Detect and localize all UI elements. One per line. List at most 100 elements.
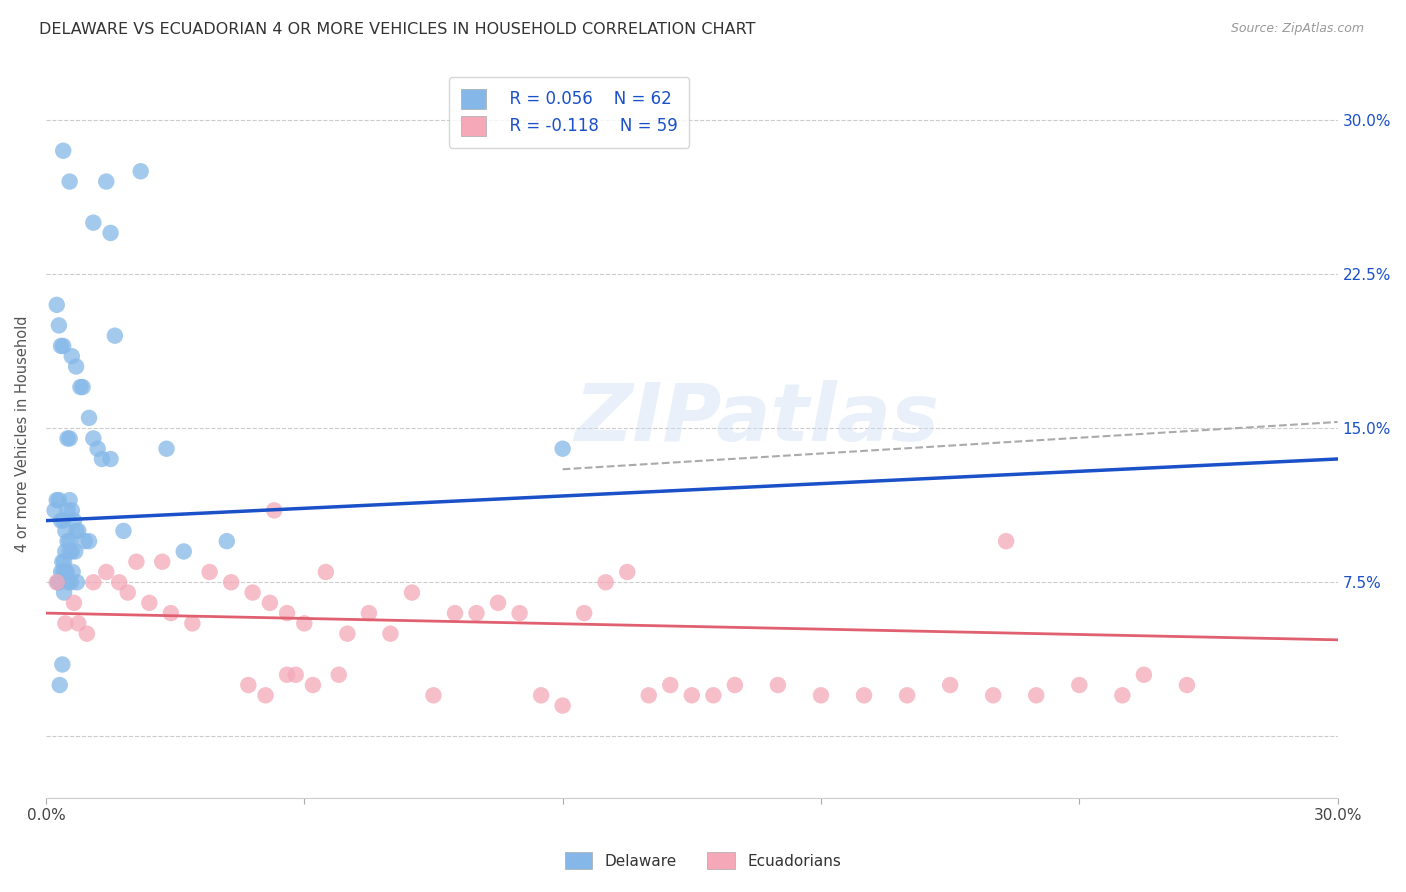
Point (96, 175, 118, 189)
Point (56, 432, 79, 446)
Point (242, 585, 264, 599)
Point (486, 596, 509, 610)
Point (276, 606, 298, 620)
Point (108, 575, 131, 590)
Point (77, 410, 100, 425)
Y-axis label: 4 or more Vehicles in Household: 4 or more Vehicles in Household (15, 315, 30, 551)
Point (59, 534, 82, 549)
Point (53, 544, 76, 558)
Point (1133, 667, 1156, 681)
Point (254, 688, 277, 702)
Point (59, 432, 82, 446)
Point (810, 688, 832, 702)
Point (65, 359, 87, 374)
Point (48, 678, 70, 692)
Point (56, 503, 79, 517)
Point (52, 339, 75, 353)
Point (336, 626, 359, 640)
Point (53, 585, 76, 599)
Point (724, 678, 747, 692)
Point (637, 688, 659, 702)
Point (53, 616, 76, 631)
Point (117, 585, 139, 599)
Point (72, 380, 94, 394)
Point (56, 534, 79, 549)
Point (49, 514, 72, 528)
Point (73, 534, 96, 549)
Point (276, 667, 298, 681)
Point (96, 565, 118, 579)
Point (63, 514, 86, 528)
Point (173, 544, 195, 558)
Point (995, 534, 1018, 549)
Point (55, 565, 77, 579)
Point (51, 657, 73, 672)
Point (150, 555, 173, 569)
Point (284, 667, 307, 681)
Point (444, 606, 467, 620)
Point (59, 493, 82, 508)
Point (551, 698, 574, 713)
Text: ZIPatlas: ZIPatlas (574, 380, 939, 458)
Point (215, 534, 238, 549)
Point (59, 575, 82, 590)
Point (82, 432, 104, 446)
Point (896, 688, 918, 702)
Point (91, 452, 114, 467)
Point (45, 493, 67, 508)
Point (63, 596, 86, 610)
Point (155, 442, 177, 456)
Point (125, 555, 148, 569)
Point (48, 318, 70, 333)
Point (1025, 688, 1047, 702)
Point (100, 226, 122, 240)
Point (401, 585, 423, 599)
Point (551, 442, 574, 456)
Point (86, 442, 108, 456)
Point (380, 626, 402, 640)
Point (77, 534, 100, 549)
Point (315, 565, 337, 579)
Point (659, 678, 682, 692)
Point (67, 524, 90, 538)
Point (219, 575, 242, 590)
Point (702, 688, 724, 702)
Point (51, 555, 73, 569)
Point (259, 596, 281, 610)
Point (422, 688, 444, 702)
Point (616, 565, 638, 579)
Point (44, 503, 66, 517)
Point (181, 616, 204, 631)
Point (238, 678, 260, 692)
Point (69, 380, 91, 394)
Point (66, 575, 89, 590)
Point (328, 667, 350, 681)
Point (1111, 688, 1133, 702)
Text: Source: ZipAtlas.com: Source: ZipAtlas.com (1230, 22, 1364, 36)
Point (60, 349, 83, 363)
Point (1069, 678, 1091, 692)
Point (939, 678, 962, 692)
Point (52, 144, 75, 158)
Point (981, 688, 1004, 702)
Point (292, 616, 315, 631)
Point (82, 575, 104, 590)
Point (530, 688, 553, 702)
Point (138, 596, 160, 610)
Point (67, 616, 90, 631)
Point (104, 328, 127, 343)
Point (58, 575, 80, 590)
Point (53, 555, 76, 569)
Point (465, 606, 488, 620)
Point (263, 503, 285, 517)
Point (53, 524, 76, 538)
Point (112, 524, 135, 538)
Point (1175, 678, 1198, 692)
Point (53, 565, 76, 579)
Point (766, 678, 789, 692)
Point (160, 606, 183, 620)
Point (595, 575, 617, 590)
Legend: Delaware, Ecuadorians: Delaware, Ecuadorians (558, 846, 848, 875)
Point (65, 524, 87, 538)
Point (60, 544, 83, 558)
